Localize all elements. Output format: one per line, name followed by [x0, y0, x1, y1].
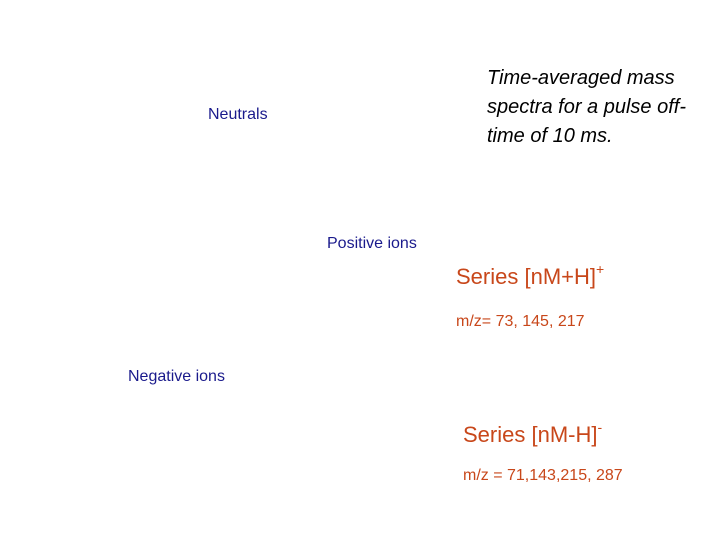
negative-series-name: Series [nM-H]: [463, 422, 598, 447]
negative-ions-label: Negative ions: [128, 368, 225, 385]
positive-series-mz: m/z= 73, 145, 217: [456, 313, 585, 330]
negative-series-charge: -: [597, 418, 603, 435]
positive-ions-label: Positive ions: [327, 235, 417, 252]
negative-series-title: Series [nM-H]-: [463, 418, 603, 448]
positive-series-title: Series [nM+H]+: [456, 260, 605, 290]
figure-caption: Time-averaged mass spectra for a pulse o…: [487, 67, 686, 147]
positive-series-name: Series [nM+H]: [456, 264, 596, 289]
negative-series-mz: m/z = 71,143,215, 287: [463, 467, 623, 484]
positive-series-charge: +: [596, 260, 605, 277]
neutrals-label: Neutrals: [208, 106, 268, 123]
